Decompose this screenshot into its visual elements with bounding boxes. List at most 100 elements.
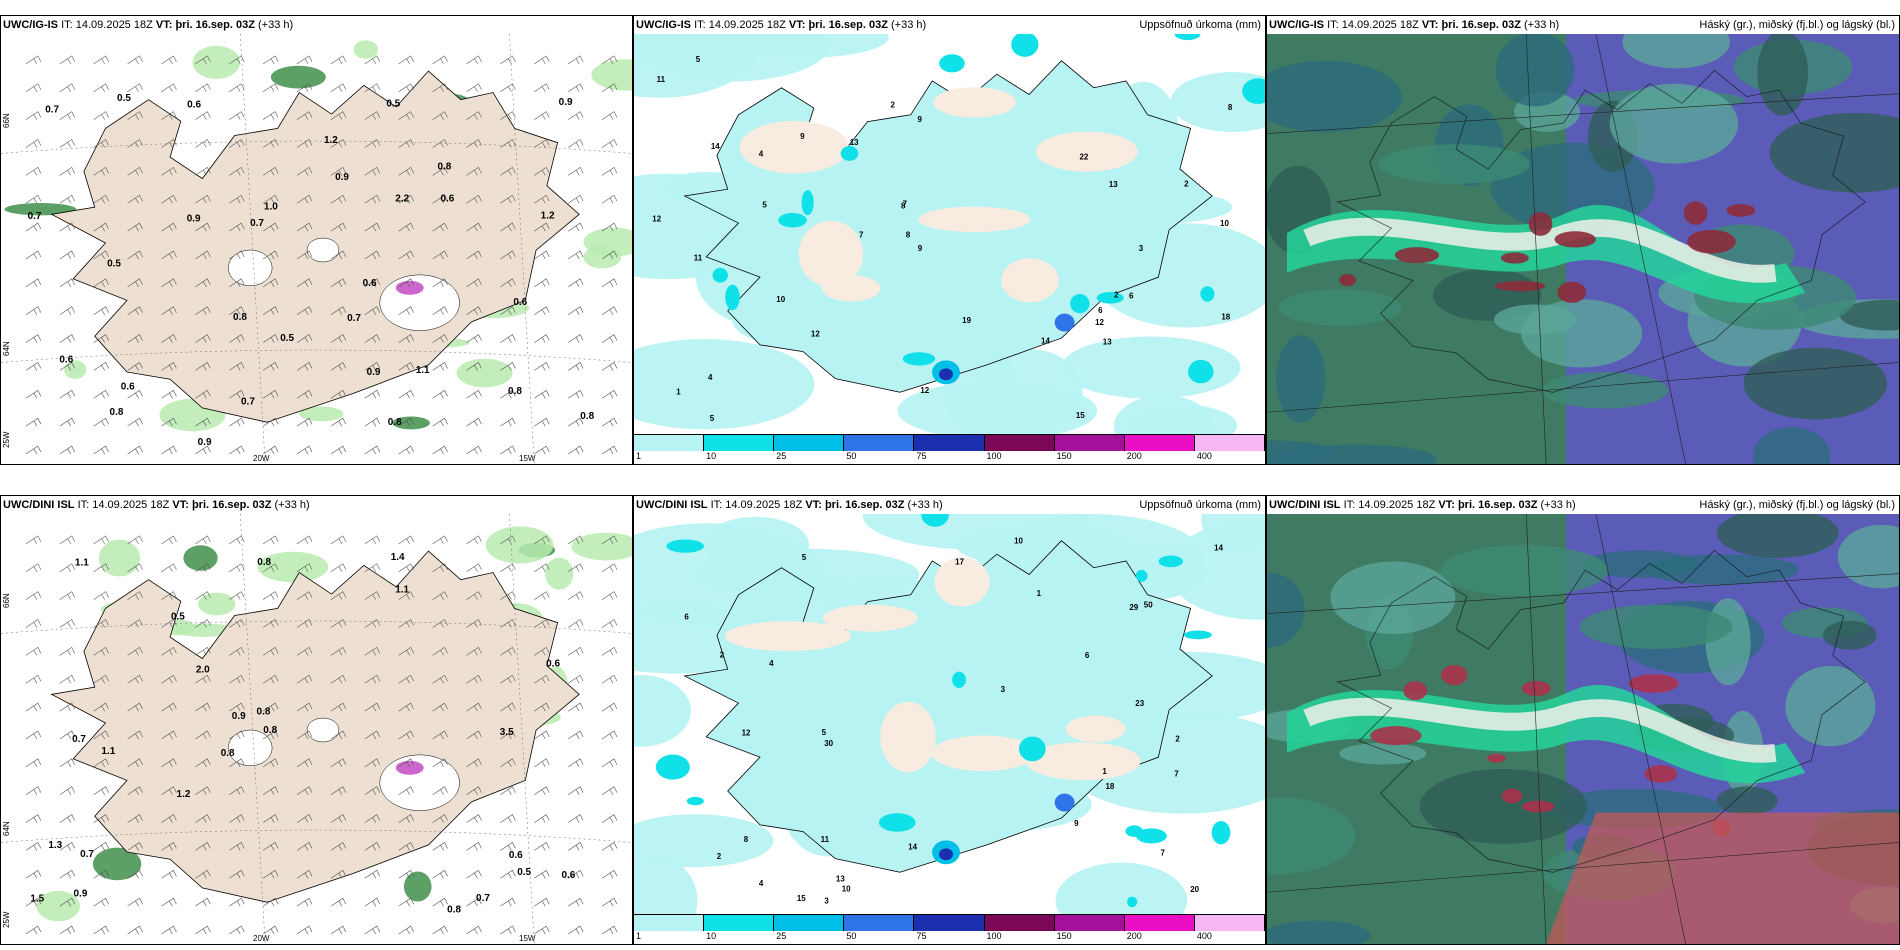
legend-swatch (914, 915, 985, 931)
precip-value-label: 8 (1228, 103, 1233, 112)
precip-value-label: 8 (744, 835, 749, 844)
precip-value-label: 14 (908, 843, 917, 852)
precip-value-label: 7 (1161, 848, 1166, 857)
wind-value-label: 0.7 (347, 313, 361, 324)
legend-swatch (984, 435, 1055, 451)
precip-value-label: 2 (1175, 735, 1180, 744)
wind-value-label: 0.7 (80, 849, 94, 860)
wind-value-label: 0.6 (561, 870, 575, 881)
legend-tick-label: 75 (916, 451, 927, 461)
it-value: 14.09.2025 18Z (1358, 499, 1436, 511)
cloud-map (1267, 514, 1899, 944)
wind-value-label: 0.7 (72, 734, 86, 745)
wind-value-label: 0.7 (250, 218, 264, 229)
wind-value-label: 0.7 (28, 211, 42, 222)
legend-tick-label: 1 (636, 931, 642, 941)
wind-value-label: 0.6 (513, 297, 527, 308)
vt-value: þri. 16.sep. 03Z (808, 19, 888, 31)
vt-label: VT: (155, 19, 173, 31)
precip-panel-top: UWC/IG-IS IT: 14.09.2025 18Z VT: þri. 16… (633, 15, 1266, 465)
precip-value-label: 12 (652, 215, 661, 224)
legend-swatch (1124, 435, 1195, 451)
wind-value-label: 0.9 (335, 172, 349, 183)
legend-swatch (1194, 435, 1265, 451)
legend-tick-label: 200 (1126, 931, 1142, 941)
precip-panel-bottom: UWC/DINI ISL IT: 14.09.2025 18Z VT: þri.… (633, 495, 1266, 945)
precip-value-label: 12 (1095, 318, 1104, 327)
legend-swatch (774, 915, 845, 931)
legend-tick-label: 100 (986, 931, 1002, 941)
model-name: UWC/DINI ISL (1269, 499, 1341, 511)
precip-value-label: 10 (1014, 536, 1023, 545)
wind-value-label: 0.6 (121, 382, 135, 393)
precip-value-label: 5 (802, 553, 807, 562)
lon-label-20w: 20W (253, 454, 270, 463)
wind-value-label: 0.9 (187, 214, 201, 225)
panel-header: UWC/IG-IS IT: 14.09.2025 18Z VT: þri. 16… (1, 16, 632, 34)
precip-map: 13 2 1 3 4 5 2 6 5 7 8 9 10 11 12 14 12 9 8 11 13 19 13 12 22 14 1… (634, 34, 1265, 434)
precip-legend: 1 10 25 50 75 100 150 200 400 (634, 434, 1265, 464)
wind-value-label: 0.6 (440, 193, 454, 204)
precip-value-label: 8 (901, 201, 906, 210)
precip-value-label: 30 (824, 739, 833, 748)
precip-value-label: 19 (962, 316, 971, 325)
precip-title: Uppsöfnuð úrkoma (mm) (1139, 19, 1261, 31)
wind-value-label: 1.1 (75, 557, 89, 568)
lead-time: (+33 h) (258, 19, 294, 31)
precip-value-label: 7 (859, 231, 864, 240)
lead-time: (+33 h) (1524, 19, 1560, 31)
wind-value-label: 0.6 (59, 354, 73, 365)
panel-header: UWC/IG-IS IT: 14.09.2025 18Z VT: þri. 16… (634, 16, 1265, 34)
wind-value-label: 0.5 (517, 867, 531, 878)
lon-label-15w: 15W (519, 454, 536, 463)
precip-value-label: 13 (850, 138, 859, 147)
model-name: UWC/IG-IS (3, 19, 58, 31)
precip-value-label: 1 (676, 388, 681, 397)
vt-label: VT: (172, 499, 189, 511)
lon-label-20w: 20W (253, 934, 270, 943)
panel-header: UWC/DINI ISL IT: 14.09.2025 18Z VT: þri.… (1267, 496, 1899, 514)
cloud-map (1267, 34, 1899, 464)
precip-value-label: 6 (1085, 651, 1090, 660)
precip-value-label: 2 (717, 852, 722, 861)
vt-label: VT: (788, 19, 806, 31)
precip-value-label: 5 (696, 55, 701, 64)
it-label: IT: (1343, 499, 1356, 511)
precip-value-label: 2 (1114, 290, 1119, 299)
precip-value-label: 12 (811, 329, 820, 338)
precip-value-label: 14 (1041, 336, 1050, 345)
cloud-title: Háský (gr.), miðský (fj.bl.) og lágský (… (1699, 19, 1895, 31)
precip-value-label: 14 (711, 142, 720, 151)
wind-value-label: 0.5 (386, 98, 400, 109)
precip-value-label: 29 (1129, 603, 1138, 612)
legend-tick-label: 25 (776, 451, 787, 461)
wind-value-label: 1.0 (264, 201, 278, 212)
wind-value-label: 0.7 (45, 104, 59, 115)
precip-value-label: 23 (1135, 699, 1144, 708)
wind-value-label: 0.8 (388, 417, 402, 428)
wind-value-label: 0.6 (363, 278, 377, 289)
legend-tick-label: 1 (636, 451, 642, 461)
wind-value-label: 0.9 (232, 711, 246, 722)
lat-label-64n: 64N (2, 821, 11, 836)
precip-value-label: 4 (759, 150, 764, 159)
precip-value-label: 2 (1184, 179, 1189, 188)
vt-value: þri. 16.sep. 03Z (1441, 19, 1521, 31)
wind-value-label: 0.9 (74, 888, 88, 899)
wind-value-label: 0.7 (476, 893, 490, 904)
precip-value-label: 9 (918, 244, 923, 253)
wind-value-label: 0.8 (263, 725, 277, 736)
cloud-panel-top: UWC/IG-IS IT: 14.09.2025 18Z VT: þri. 16… (1266, 15, 1900, 465)
wind-map: 0.7 0.8 0.7 1.1 0.5 0.5 0.8 0.7 0.9 0.8 1.2 1.4 0.6 1… (1, 514, 632, 944)
precip-value-label: 10 (1220, 219, 1229, 228)
wind-value-label: 1.1 (101, 746, 115, 757)
it-value: 14.09.2025 18Z (725, 499, 803, 511)
wind-value-label: 1.1 (395, 584, 409, 595)
lead-time: (+33 h) (891, 19, 927, 31)
legend-swatch (1194, 915, 1265, 931)
precip-value-label: 11 (694, 253, 703, 262)
model-name: UWC/IG-IS (636, 19, 691, 31)
wind-value-label: 1.2 (541, 211, 555, 222)
precip-value-label: 13 (836, 874, 845, 883)
wind-value-label: 0.8 (110, 407, 124, 418)
